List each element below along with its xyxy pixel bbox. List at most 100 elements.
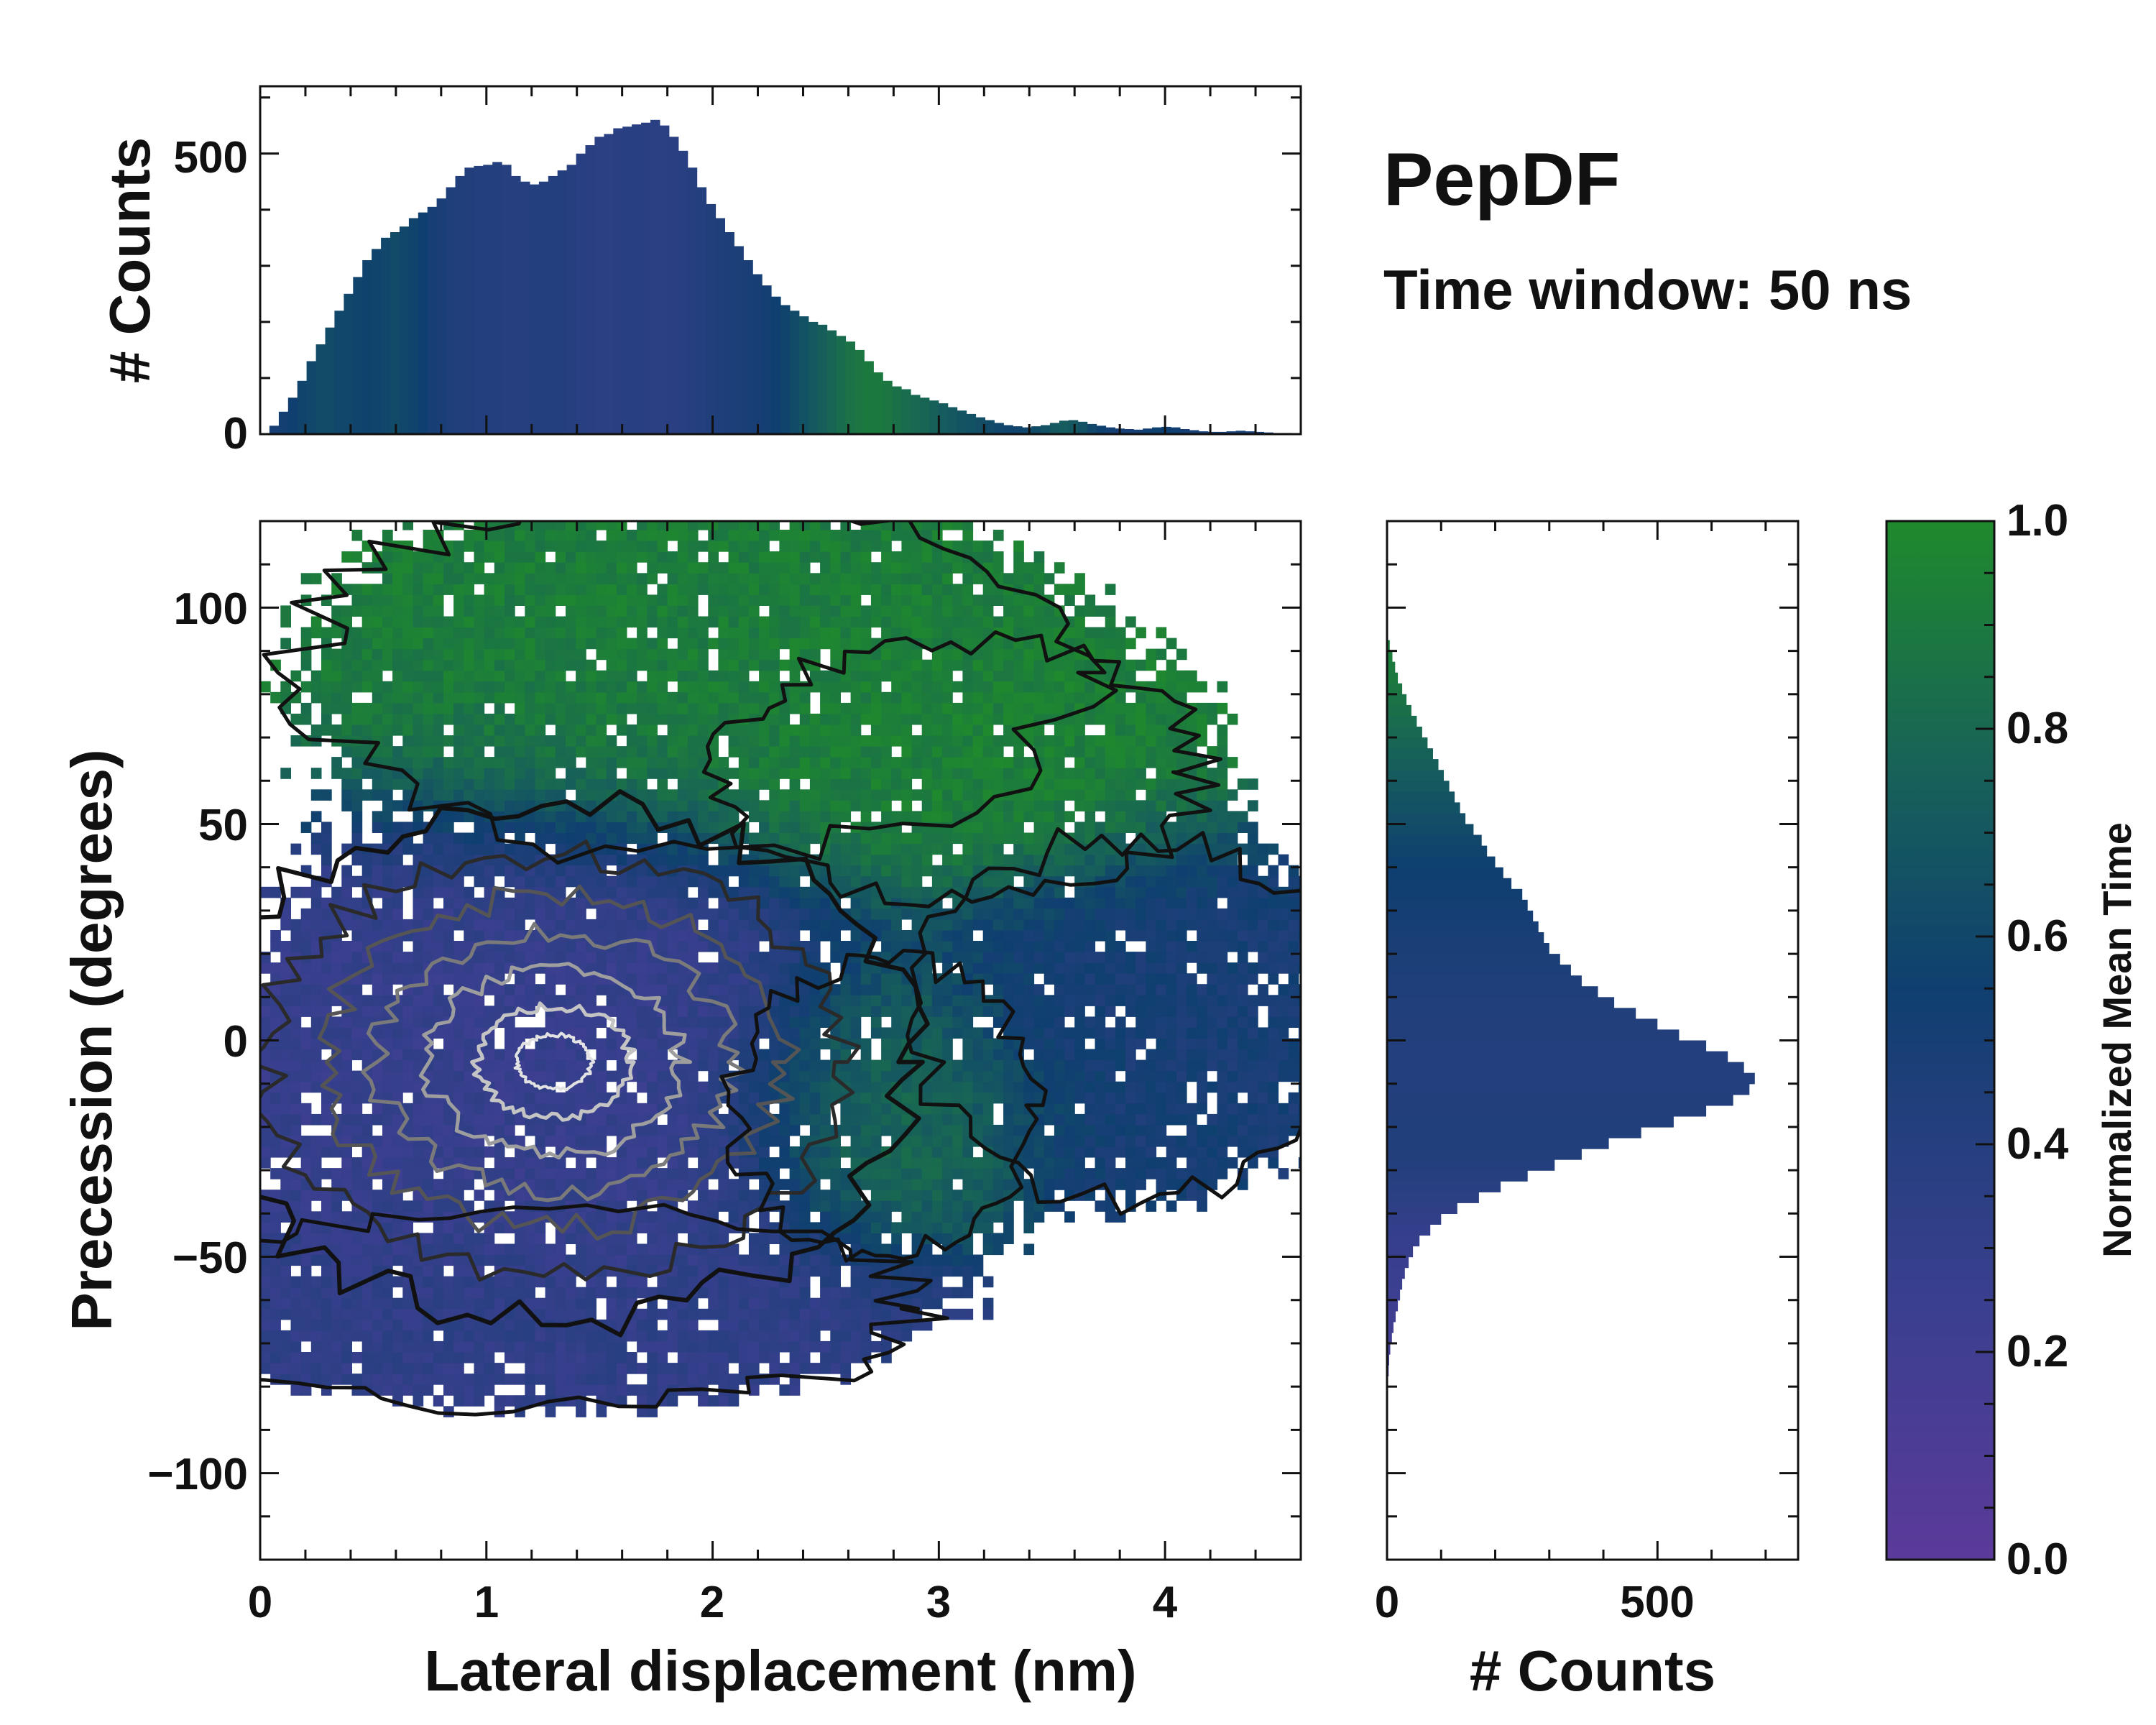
heatmap-cell [392, 691, 403, 704]
heatmap-cell [413, 648, 424, 661]
heatmap-cell [931, 941, 943, 952]
heatmap-cell [830, 691, 841, 704]
heatmap-cell [698, 681, 709, 693]
heatmap-cell [270, 930, 281, 942]
top-histogram-bar [1217, 431, 1227, 434]
heatmap-cell [820, 713, 831, 725]
heatmap-cell [423, 1179, 434, 1190]
heatmap-cell [423, 1340, 434, 1353]
heatmap-cell [647, 648, 658, 661]
heatmap-cell [708, 973, 719, 985]
heatmap-cell [372, 865, 383, 877]
heatmap-cell [738, 1297, 750, 1310]
heatmap-cell [687, 1038, 699, 1050]
heatmap-cell [779, 984, 791, 995]
heatmap-cell [809, 919, 821, 931]
heatmap-cell [728, 1308, 740, 1320]
heatmap-cell [799, 691, 811, 704]
heatmap-cell [830, 1081, 841, 1093]
heatmap-cell [423, 1352, 434, 1363]
heatmap-cell [759, 551, 770, 563]
heatmap-cell [310, 789, 322, 801]
heatmap-cell [891, 1243, 902, 1256]
heatmap-cell [799, 1059, 811, 1072]
heatmap-cell [606, 875, 617, 888]
heatmap-cell [535, 648, 546, 661]
heatmap-cell [505, 1059, 515, 1072]
top-histogram-bar [911, 395, 921, 434]
heatmap-cell [321, 1103, 332, 1115]
heatmap-cell [423, 757, 434, 768]
heatmap-cell [830, 768, 841, 779]
heatmap-cell [555, 1136, 566, 1147]
heatmap-cell [911, 670, 923, 682]
heatmap-cell [351, 1287, 363, 1299]
heatmap-cell [494, 1363, 505, 1374]
heatmap-cell [840, 1319, 852, 1331]
heatmap-cell [728, 984, 740, 995]
heatmap-cell [870, 713, 882, 725]
heatmap-cell [341, 1308, 352, 1320]
heatmap-cell [402, 594, 413, 606]
heatmap-cell [718, 616, 729, 628]
heatmap-cell [321, 724, 332, 736]
heatmap-cell [779, 919, 791, 931]
heatmap-cell [901, 681, 913, 693]
heatmap-cell [545, 1124, 556, 1136]
heatmap-cell [555, 1243, 566, 1256]
heatmap-cell [341, 1016, 352, 1028]
heatmap-cell [270, 962, 281, 974]
heatmap-cell [616, 1168, 627, 1179]
heatmap-cell [850, 1287, 862, 1299]
heatmap-cell [931, 789, 943, 801]
heatmap-cell [535, 691, 546, 704]
heatmap-cell [647, 1243, 658, 1256]
heatmap-cell [290, 1200, 302, 1212]
heatmap-cell [586, 1211, 596, 1223]
heatmap-cell [505, 778, 515, 790]
heatmap-cell [555, 865, 566, 877]
heatmap-cell [606, 995, 617, 1006]
heatmap-cell [626, 616, 637, 628]
heatmap-cell [677, 768, 688, 779]
heatmap-cell [820, 1092, 831, 1104]
heatmap-cell [555, 551, 566, 563]
heatmap-cell [361, 1113, 373, 1126]
heatmap-cell [687, 1081, 699, 1093]
heatmap-cell [443, 735, 454, 747]
heatmap-cell [443, 1027, 454, 1039]
heatmap-cell [881, 616, 892, 628]
heatmap-cell [820, 1103, 831, 1115]
heatmap-cell [779, 875, 791, 888]
heatmap-cell [637, 1363, 648, 1374]
heatmap-cell [647, 973, 658, 985]
heatmap-cell [870, 778, 882, 790]
heatmap-cell [494, 616, 505, 628]
heatmap-cell [382, 908, 393, 920]
heatmap-cell [809, 551, 821, 563]
heatmap-cell [300, 1006, 312, 1017]
heatmap-cell [901, 1146, 913, 1158]
heatmap-cell [687, 605, 699, 617]
heatmap-cell [809, 530, 821, 541]
heatmap-cell [290, 984, 302, 995]
heatmap-cell [728, 1038, 740, 1050]
heatmap-cell [464, 670, 474, 682]
heatmap-cell [321, 843, 332, 855]
heatmap-cell [931, 919, 943, 931]
heatmap-cell [474, 865, 485, 877]
heatmap-cell [779, 1363, 791, 1374]
heatmap-cell [667, 875, 678, 888]
heatmap-cell [351, 811, 363, 822]
heatmap-cell [789, 1330, 801, 1342]
heatmap-cell [494, 724, 505, 736]
heatmap-cell [423, 930, 434, 942]
heatmap-cell [494, 1157, 505, 1169]
heatmap-cell [300, 995, 312, 1006]
heatmap-cell [545, 757, 556, 768]
heatmap-cell [789, 962, 801, 974]
heatmap-cell [372, 973, 383, 985]
heatmap-cell [525, 1070, 535, 1082]
heatmap-cell [453, 1222, 464, 1233]
heatmap-cell [728, 1395, 740, 1407]
